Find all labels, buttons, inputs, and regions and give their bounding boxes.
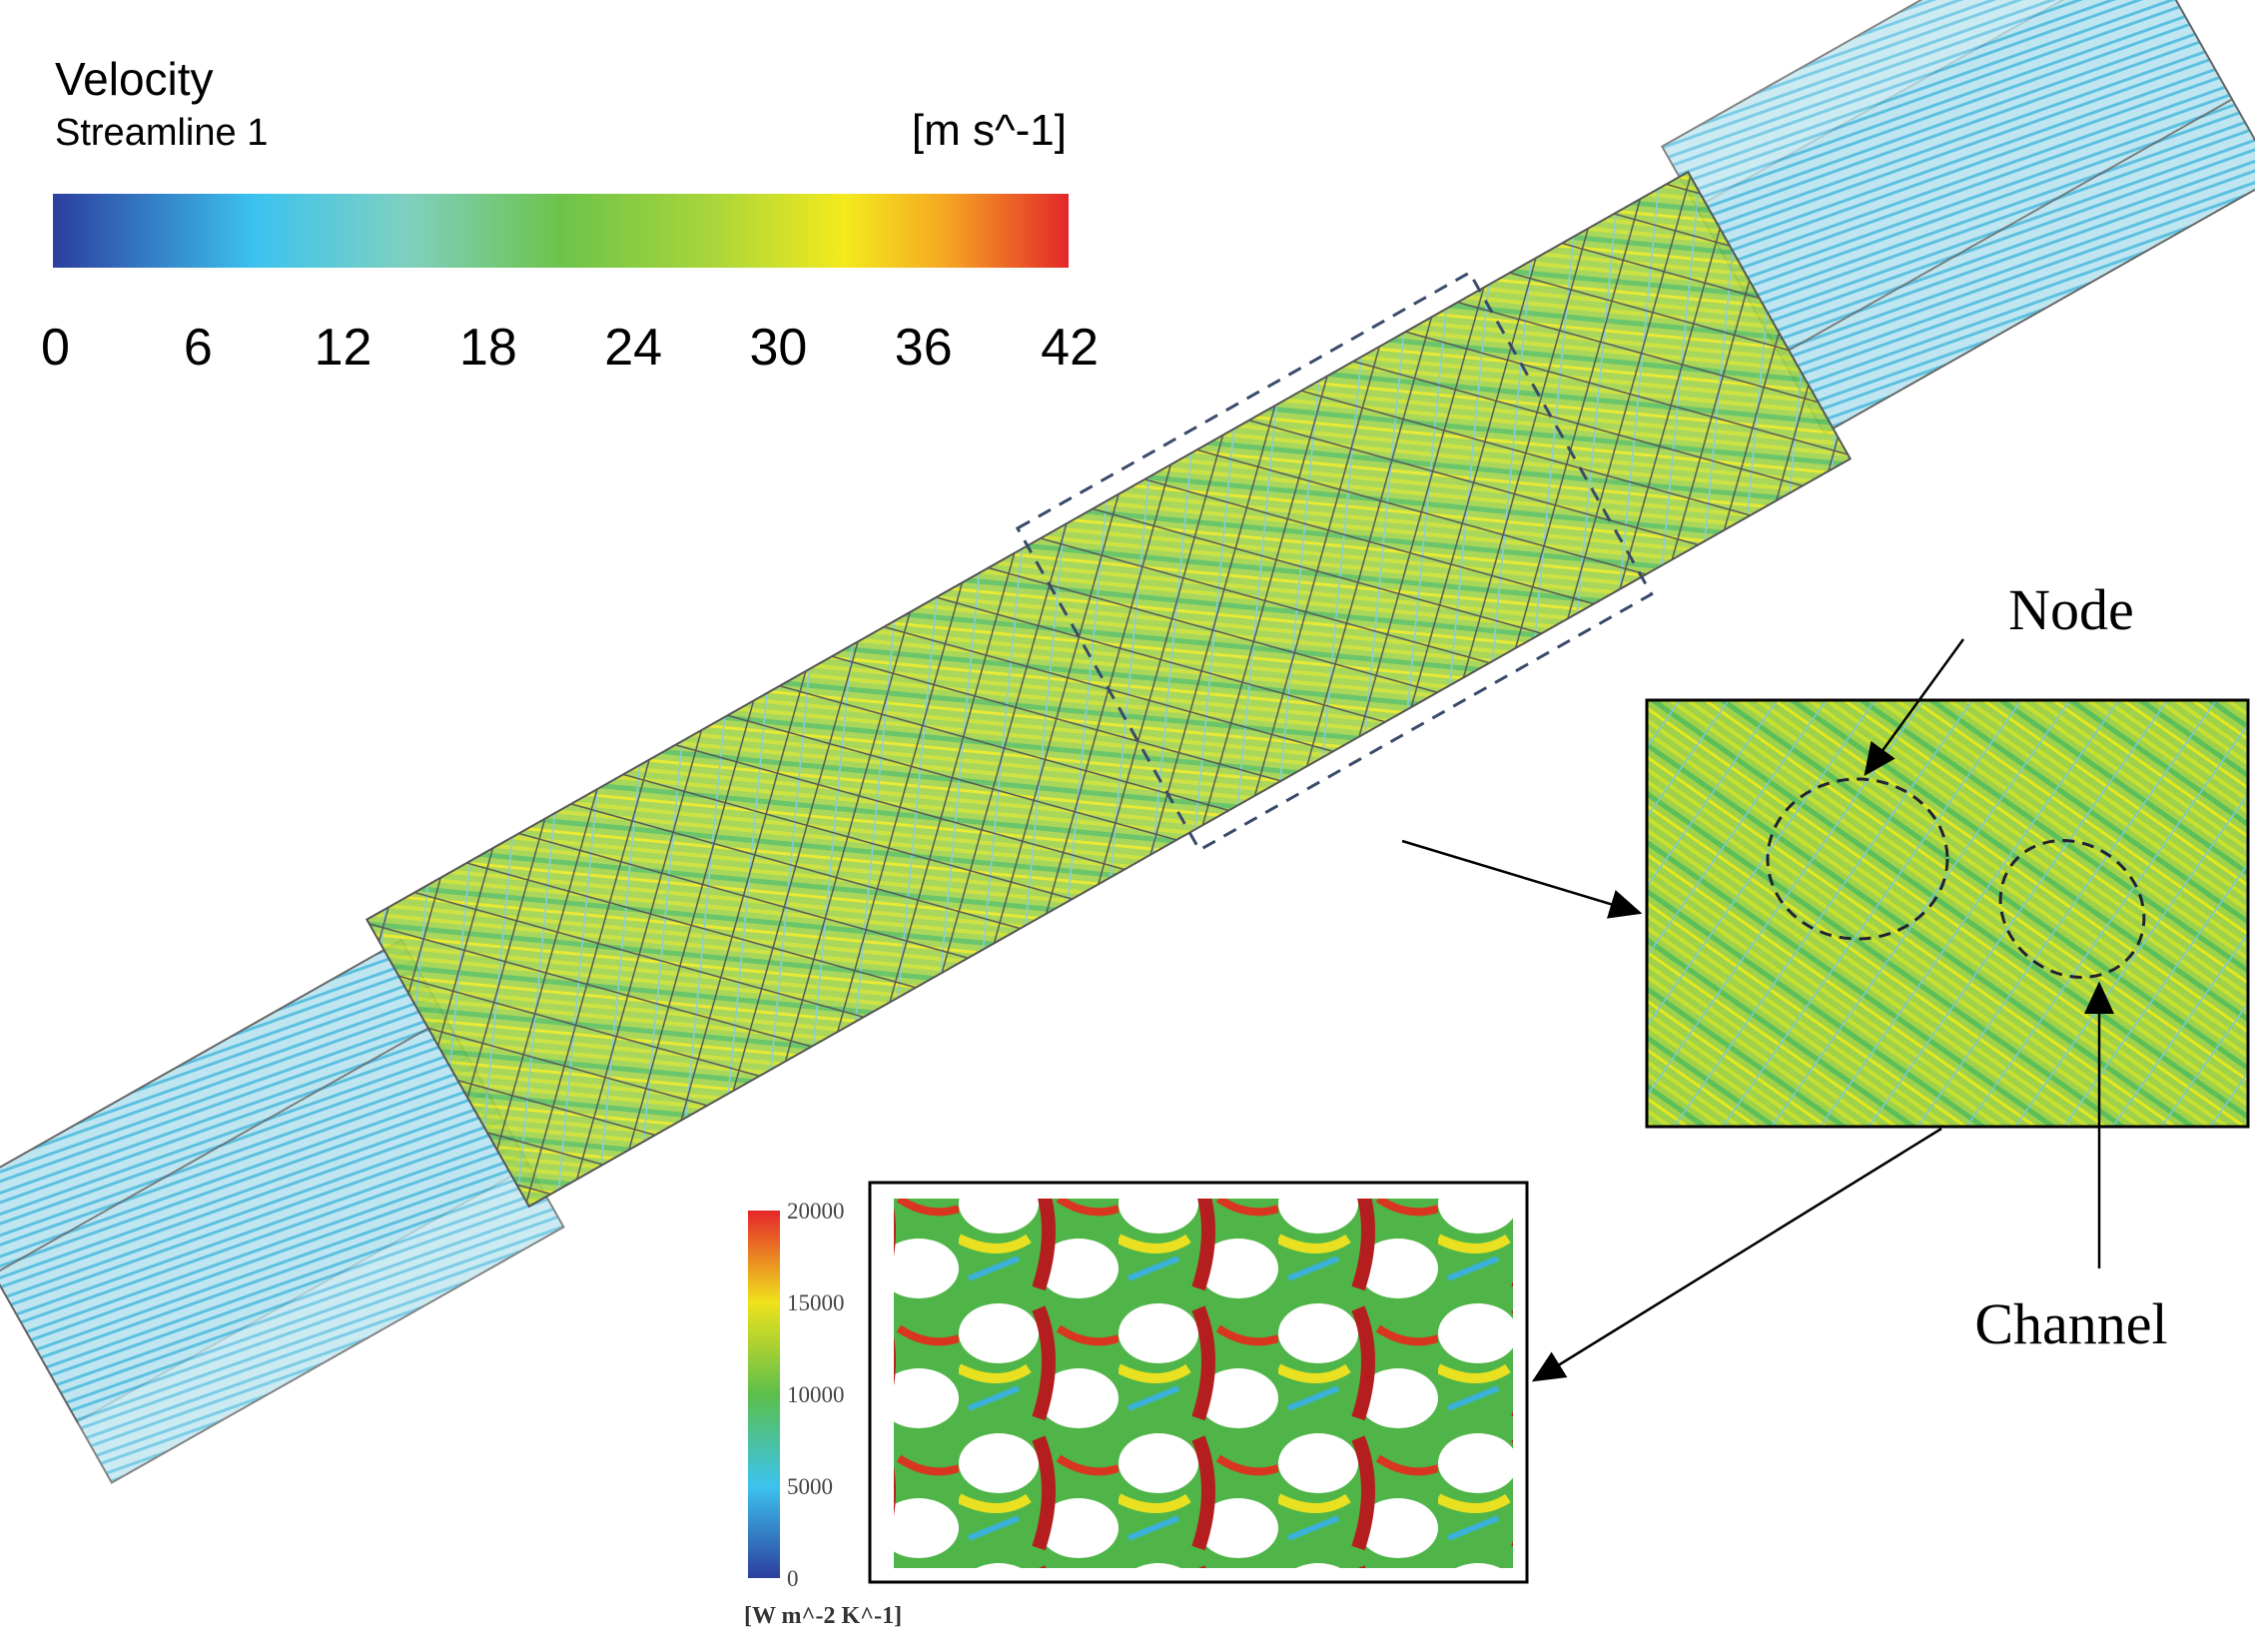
htc-colorbar (748, 1211, 780, 1578)
colorbar-tick-label: 30 (750, 319, 808, 377)
colorbar-tick-label: 42 (1041, 319, 1099, 377)
htc-surface (894, 1199, 1513, 1568)
tube (0, 0, 2255, 1484)
colorbar-tick-label: 0 (41, 319, 70, 377)
htc-tick-label: 0 (787, 1566, 799, 1591)
colorbar-tick-label: 24 (604, 319, 662, 377)
htc-tick-label: 20000 (787, 1199, 845, 1224)
htc-unit: [W m^-2 K^-1] (744, 1603, 902, 1629)
colorbar-tick-label: 18 (459, 319, 517, 377)
colorbar (53, 194, 1069, 268)
colorbar-tick-label: 12 (315, 319, 373, 377)
colorbar-tick-label: 36 (895, 319, 953, 377)
channel-label: Channel (1974, 1291, 2167, 1356)
legend-title: Velocity (55, 53, 214, 105)
node-label: Node (2008, 577, 2134, 642)
colorbar-ticks: 0 6 12 18 24 30 36 42 (41, 319, 1099, 377)
zoom-inset (1645, 698, 2250, 1129)
htc-tick-label: 10000 (787, 1382, 845, 1407)
legend-subtitle: Streamline 1 (55, 112, 268, 154)
node-ellipse (1766, 777, 1949, 941)
htc-tick-label: 15000 (787, 1290, 845, 1315)
legend-unit: [m s^-1] (912, 106, 1067, 155)
htc-tick-label: 5000 (787, 1474, 833, 1499)
arrows (1401, 638, 2114, 1382)
htc-colorbar-ticks: 0 5000 10000 15000 20000 (787, 1199, 845, 1591)
colorbar-tick-label: 6 (184, 319, 213, 377)
